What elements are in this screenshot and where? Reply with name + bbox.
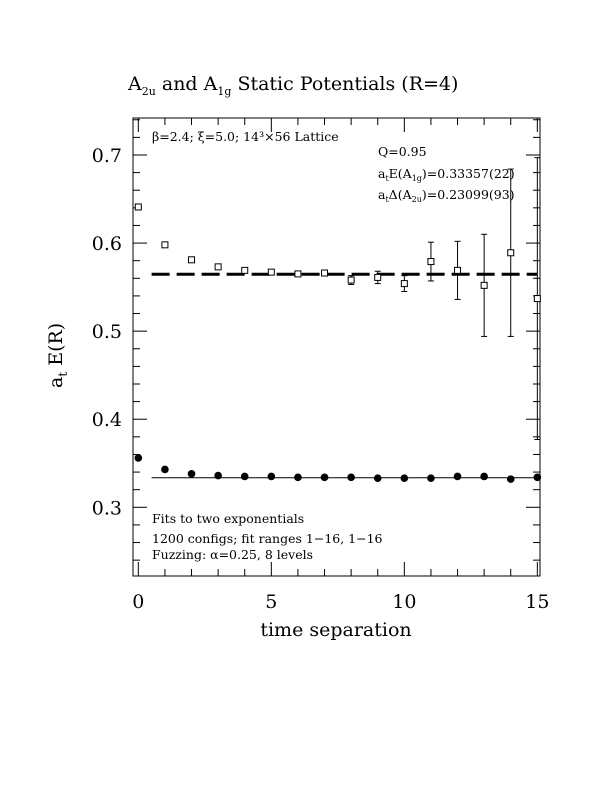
x-tick-label: 0 — [132, 591, 144, 613]
series-filled-circle — [134, 454, 542, 483]
x-tick-label: 5 — [265, 591, 277, 613]
data-point — [134, 454, 143, 462]
data-point — [188, 256, 196, 264]
data-point — [320, 473, 329, 482]
data-point — [321, 269, 329, 277]
q-value-annotation: Q=0.95 — [378, 144, 427, 159]
x-tick-label: 15 — [525, 591, 549, 613]
data-point — [240, 472, 249, 481]
x-tick-label: 10 — [392, 591, 416, 613]
data-point — [533, 473, 542, 482]
lattice-annotation: β=2.4; ξ=5.0; 14³×56 Lattice — [152, 129, 339, 144]
y-tick-labels: 0.3 0.4 0.5 0.6 0.7 — [92, 145, 122, 519]
chart-title: A2u and A1g Static Potentials (R=4) — [127, 73, 458, 98]
data-point — [453, 472, 462, 481]
y-tick-label: 0.3 — [92, 497, 122, 519]
y-tick-label: 0.7 — [92, 145, 122, 167]
gap-annotation: atΔ(A2u)=0.23099(93) — [378, 187, 515, 204]
data-point — [480, 281, 488, 289]
y-tick-label: 0.5 — [92, 321, 122, 343]
data-point — [294, 473, 302, 482]
x-axis-label: time separation — [260, 619, 411, 641]
data-point — [161, 241, 169, 249]
series-open-square — [134, 157, 541, 440]
data-point — [427, 474, 435, 483]
energy-annotation: atE(A1g)=0.33357(22) — [378, 166, 515, 183]
fit-note-line3: Fuzzing: α=0.25, 8 levels — [152, 547, 313, 562]
data-point — [214, 263, 222, 271]
fit-lines — [151, 272, 538, 479]
fit-note-line1: Fits to two exponentials — [152, 511, 304, 526]
data-point — [454, 266, 462, 274]
data-point — [533, 295, 541, 303]
data-point — [161, 465, 169, 474]
data-point — [507, 249, 515, 257]
data-point — [373, 474, 382, 483]
data-point — [480, 472, 488, 481]
x-tick-labels: 0 5 10 15 — [132, 591, 549, 613]
data-point — [134, 203, 142, 211]
data-point — [400, 280, 408, 288]
data-point — [187, 470, 196, 478]
data-point — [347, 276, 355, 284]
plot-frame — [132, 117, 541, 577]
y-tick-label: 0.4 — [92, 409, 122, 431]
data-point — [294, 270, 302, 278]
data-point — [374, 273, 382, 281]
data-point — [267, 472, 276, 481]
y-axis-label: at E(R) — [45, 323, 70, 388]
fit-note-line2: 1200 configs; fit ranges 1−16, 1−16 — [152, 531, 383, 546]
data-point — [214, 471, 222, 480]
data-point — [267, 268, 275, 276]
data-point — [241, 266, 249, 274]
data-point — [347, 473, 355, 482]
data-point — [400, 474, 409, 483]
data-point — [506, 475, 515, 483]
y-tick-label: 0.6 — [92, 233, 122, 255]
data-point — [427, 258, 435, 266]
axis-ticks — [133, 118, 540, 576]
data-series — [134, 157, 542, 483]
